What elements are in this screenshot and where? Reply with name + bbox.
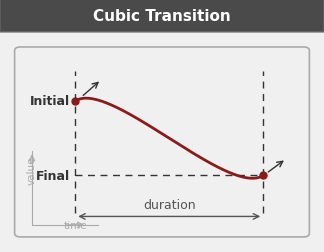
Text: duration: duration (143, 198, 196, 211)
Text: Initial: Initial (29, 95, 70, 108)
Text: Final: Final (35, 169, 70, 182)
FancyBboxPatch shape (15, 48, 309, 237)
FancyBboxPatch shape (0, 0, 324, 33)
Text: Cubic Transition: Cubic Transition (93, 9, 231, 24)
Text: time: time (64, 220, 87, 230)
Text: value: value (27, 156, 37, 184)
